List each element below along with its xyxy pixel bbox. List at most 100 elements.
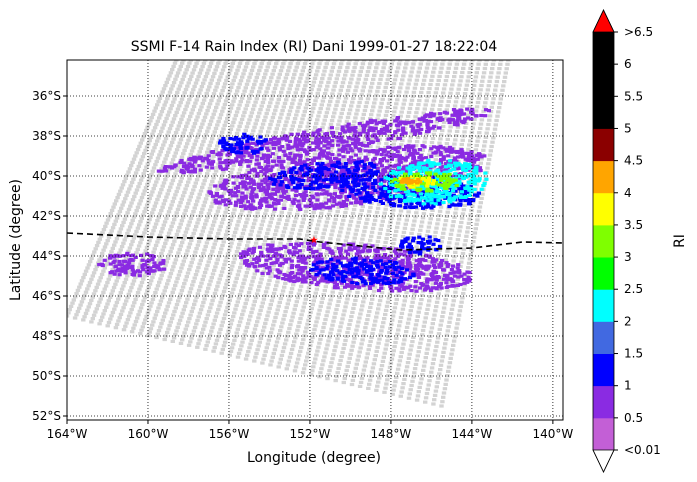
swath-pixel: [431, 317, 436, 321]
swath-pixel: [115, 196, 120, 200]
swath-pixel: [402, 70, 407, 74]
swath-pixel: [176, 299, 181, 303]
swath-pixel: [218, 155, 224, 159]
swath-pixel: [311, 365, 316, 369]
swath-pixel: [292, 72, 297, 77]
swath-pixel: [291, 120, 297, 124]
swath-pixel: [209, 98, 214, 103]
swath-pixel: [427, 221, 432, 225]
swath-pixel: [241, 72, 246, 76]
swath-pixel: [231, 78, 236, 83]
swath-pixel: [379, 364, 385, 368]
swath-pixel: [168, 144, 174, 148]
swath-pixel: [349, 131, 354, 135]
swath-pixel: [183, 187, 188, 191]
swath-pixel: [285, 192, 290, 196]
swath-pixel: [359, 180, 364, 184]
swath-pixel: [412, 371, 417, 375]
swath-pixel: [211, 176, 216, 180]
swath-pixel: [401, 303, 406, 307]
rain-pixel: [452, 122, 458, 127]
swath-pixel: [374, 388, 379, 392]
swath-pixel: [345, 364, 350, 368]
swath-pixel: [255, 72, 261, 76]
swath-pixel: [250, 279, 255, 283]
swath-pixel: [138, 306, 144, 310]
swath-pixel: [176, 144, 181, 148]
swath-pixel: [232, 311, 237, 315]
swath-pixel: [397, 320, 403, 324]
swath-pixel: [344, 368, 349, 372]
swath-pixel: [311, 60, 316, 62]
rain-pixel: [381, 157, 387, 161]
swath-pixel: [205, 71, 210, 75]
rain-pixel: [318, 179, 323, 183]
swath-pixel: [378, 261, 383, 265]
swath-pixel: [218, 224, 223, 229]
swath-pixel: [127, 267, 133, 271]
swath-pixel: [433, 349, 438, 353]
swath-pixel: [166, 278, 171, 283]
swath-pixel: [169, 294, 174, 298]
swath-pixel: [148, 119, 153, 123]
swath-pixel: [157, 153, 162, 157]
swath-pixel: [256, 288, 261, 292]
swath-pixel: [186, 118, 192, 122]
swath-pixel: [470, 204, 475, 208]
swath-pixel: [171, 117, 177, 121]
rain-pixel: [332, 199, 337, 204]
swath-pixel: [426, 225, 432, 229]
swath-pixel: [423, 356, 428, 360]
swath-pixel: [342, 100, 348, 104]
swath-pixel: [201, 327, 206, 331]
swath-pixel: [398, 355, 403, 359]
swath-pixel: [196, 132, 201, 136]
swath-pixel: [196, 342, 201, 346]
swath-pixel: [289, 204, 294, 208]
swath-pixel: [326, 212, 332, 216]
swath-pixel: [459, 75, 464, 79]
swath-pixel: [215, 144, 220, 148]
swath-pixel: [292, 369, 298, 373]
swath-pixel: [482, 144, 487, 148]
rain-pixel: [438, 112, 443, 116]
swath-pixel: [354, 362, 359, 366]
swath-pixel: [424, 272, 429, 276]
swath-pixel: [173, 193, 178, 197]
swath-pixel: [184, 252, 189, 256]
swath-pixel: [217, 159, 222, 163]
swath-pixel: [358, 346, 363, 350]
rain-pixel: [423, 118, 428, 123]
swath-pixel: [195, 345, 200, 349]
swath-pixel: [230, 264, 235, 268]
swath-pixel: [164, 195, 169, 199]
swath-pixel: [390, 246, 395, 250]
swath-pixel: [457, 83, 462, 87]
swath-pixel: [397, 285, 402, 289]
swath-pixel: [475, 100, 481, 105]
swath-pixel: [387, 365, 393, 369]
swath-pixel: [471, 88, 476, 92]
swath-pixel: [361, 368, 367, 372]
swath-pixel: [179, 266, 184, 270]
swath-pixel: [172, 239, 177, 243]
rain-pixel: [293, 153, 298, 157]
swath-pixel: [261, 97, 267, 101]
swath-pixel: [281, 317, 286, 321]
swath-pixel: [180, 285, 186, 289]
swath-pixel: [495, 114, 500, 118]
rain-pixel: [190, 165, 195, 169]
swath-pixel: [138, 220, 143, 224]
swath-pixel: [435, 340, 440, 344]
swath-pixel: [453, 250, 458, 254]
swath-pixel: [136, 185, 141, 189]
swath-pixel: [276, 304, 281, 308]
swath-pixel: [418, 381, 423, 385]
swath-pixel: [263, 350, 268, 354]
swath-pixel: [422, 140, 427, 144]
rain-pixel: [441, 157, 446, 161]
swath-pixel: [77, 285, 82, 289]
swath-pixel: [428, 290, 434, 295]
swath-pixel: [489, 105, 494, 109]
swath-pixel: [278, 357, 283, 361]
